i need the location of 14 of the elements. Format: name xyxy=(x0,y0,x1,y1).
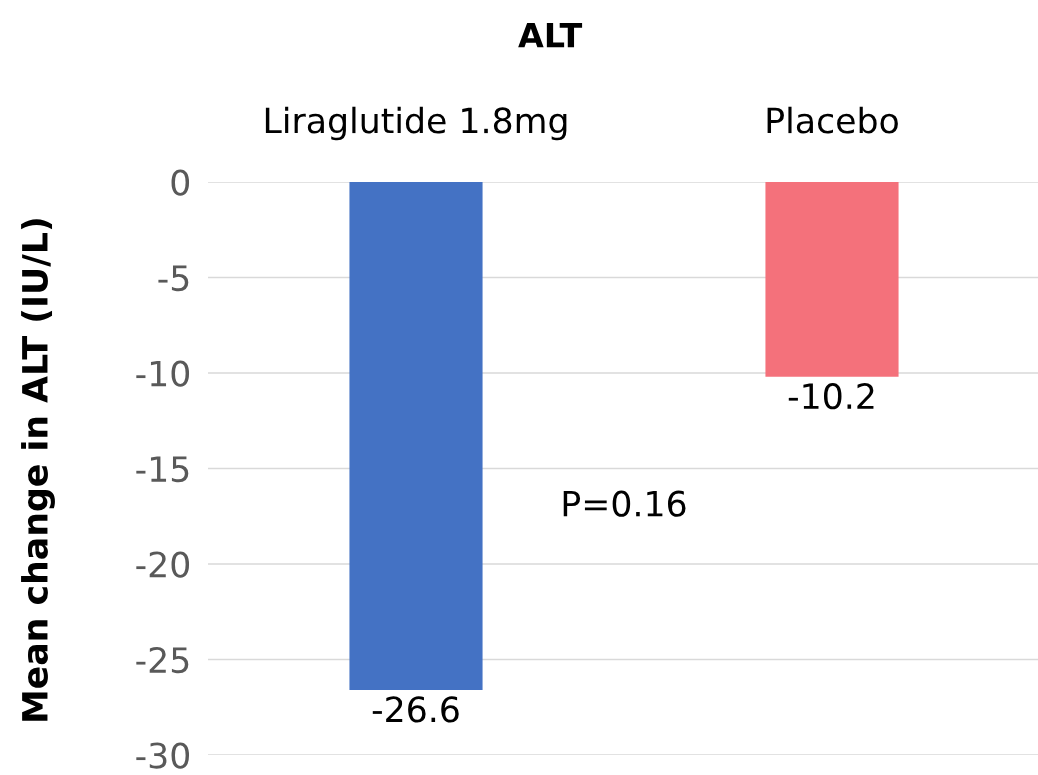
y-tick-label: -10 xyxy=(136,360,190,387)
y-tick-label: -15 xyxy=(136,456,189,483)
y-tick-label: -30 xyxy=(136,742,190,769)
y-axis-title: Mean change in ALT (IU/L) xyxy=(21,219,55,721)
chart-title: ALT xyxy=(518,22,583,48)
x-tick-label: Placebo xyxy=(767,106,898,134)
y-tick-label: -20 xyxy=(136,551,190,578)
annotation: P=0.16 xyxy=(563,490,686,517)
data-label: -26.6 xyxy=(372,696,459,723)
y-tick-label: -25 xyxy=(136,646,189,674)
data-label: -10.2 xyxy=(788,382,874,410)
y-tick-label: -5 xyxy=(158,265,189,292)
y-tick-label: 0 xyxy=(171,169,190,196)
x-tick-label: Liraglutide 1.8mg xyxy=(265,106,567,141)
